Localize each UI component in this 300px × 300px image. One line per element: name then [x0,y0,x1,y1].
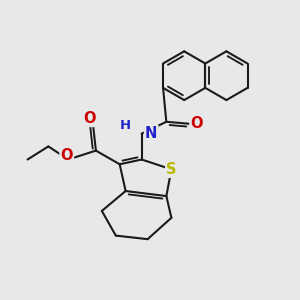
Text: O: O [190,116,203,131]
Text: N: N [145,126,158,141]
Text: O: O [61,148,73,163]
Text: H: H [120,119,131,132]
Text: S: S [166,162,177,177]
Text: O: O [84,111,96,126]
